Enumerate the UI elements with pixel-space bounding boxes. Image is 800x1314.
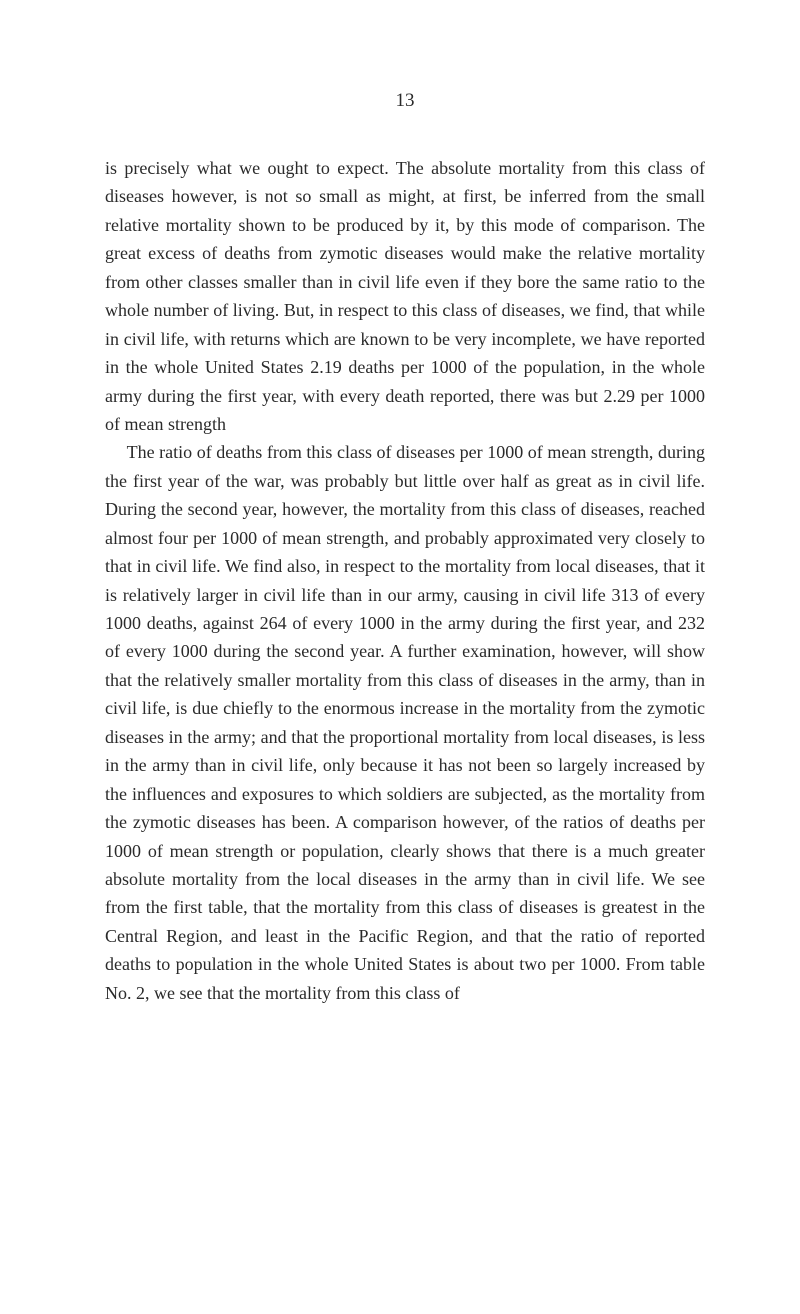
paragraph-2: The ratio of deaths from this class of d… xyxy=(105,438,705,1007)
document-page: 13 is precisely what we ought to expect.… xyxy=(0,0,800,1067)
page-number: 13 xyxy=(105,90,705,112)
paragraph-1: is precisely what we ought to expect. Th… xyxy=(105,154,705,438)
